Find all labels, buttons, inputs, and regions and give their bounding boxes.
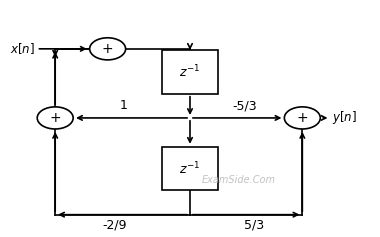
Text: $z^{-1}$: $z^{-1}$ bbox=[179, 64, 201, 80]
Text: 5/3: 5/3 bbox=[244, 218, 264, 231]
Bar bbox=[162, 147, 218, 191]
Text: 1: 1 bbox=[120, 99, 128, 112]
Text: +: + bbox=[49, 111, 61, 125]
Circle shape bbox=[37, 107, 73, 129]
Text: $z^{-1}$: $z^{-1}$ bbox=[179, 160, 201, 177]
Text: $x[n]$: $x[n]$ bbox=[10, 41, 35, 56]
Circle shape bbox=[90, 38, 126, 60]
Text: -5/3: -5/3 bbox=[232, 99, 257, 112]
Text: -2/9: -2/9 bbox=[103, 218, 127, 231]
Text: +: + bbox=[296, 111, 308, 125]
Circle shape bbox=[284, 107, 320, 129]
Text: $y[n]$: $y[n]$ bbox=[332, 109, 357, 126]
Text: +: + bbox=[102, 42, 114, 56]
Text: ExamSide.Com: ExamSide.Com bbox=[202, 175, 276, 185]
Bar bbox=[162, 50, 218, 94]
